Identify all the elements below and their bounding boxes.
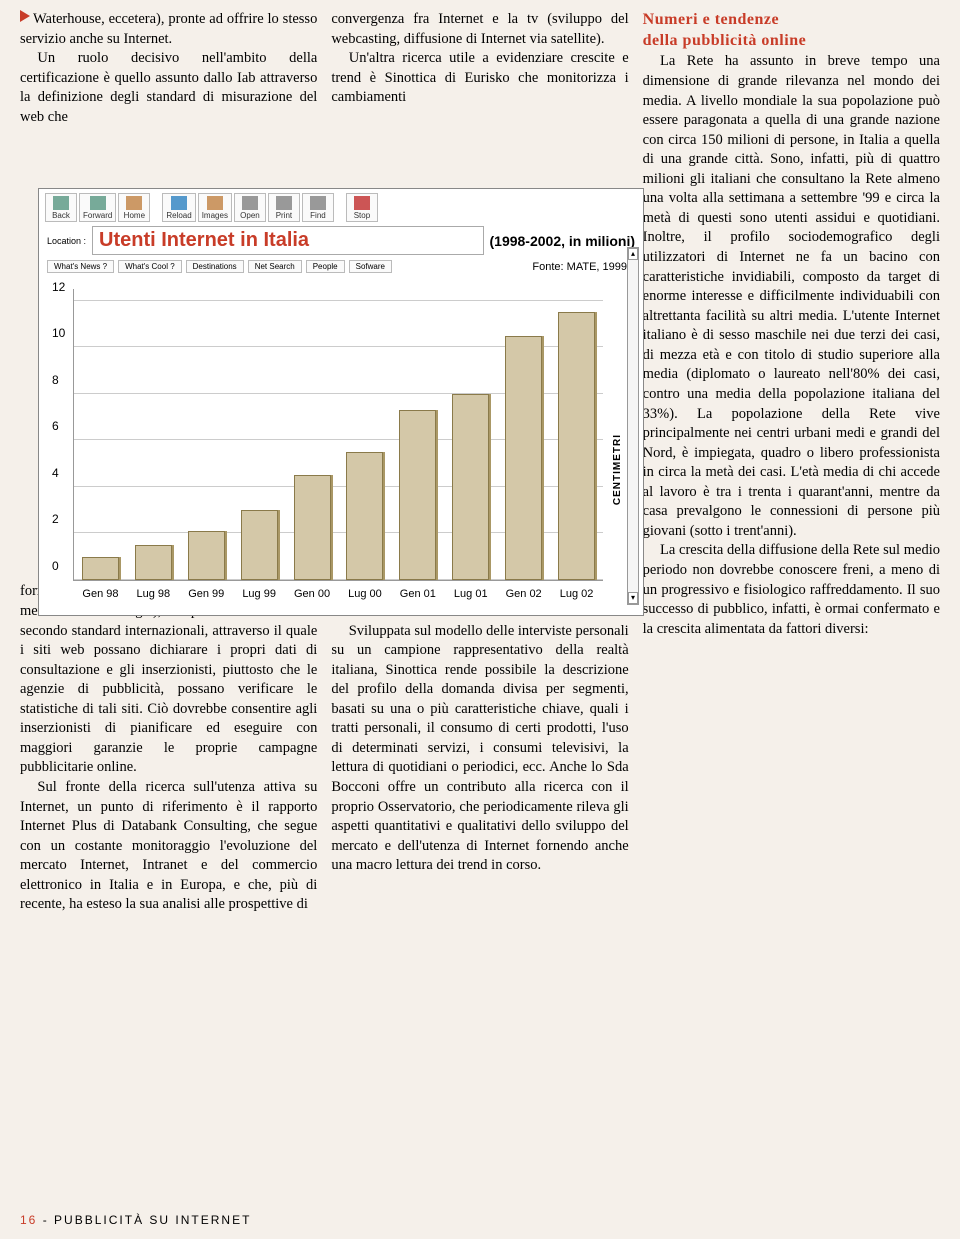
location-label: Location : — [47, 236, 86, 246]
browser-links-row: What's News ? What's Cool ? Destinations Ne… — [39, 257, 643, 275]
browser-link[interactable]: What's Cool ? — [118, 260, 182, 273]
toolbar-label: Back — [52, 211, 70, 220]
chart-source: Fonte: MATE, 1999 — [396, 259, 635, 273]
y-axis-label: 2 — [52, 512, 59, 526]
home-icon — [126, 196, 142, 210]
chart-subtitle: (1998-2002, in milioni) — [490, 233, 636, 249]
footer-title: PUBBLICITÀ SU INTERNET — [54, 1213, 251, 1227]
x-axis-label: Gen 98 — [82, 588, 118, 600]
chart-bar — [452, 394, 489, 580]
forward-icon — [90, 196, 106, 210]
back-icon — [53, 196, 69, 210]
images-button[interactable]: Images — [198, 193, 232, 222]
chart-bar — [82, 557, 119, 580]
gridline — [74, 300, 603, 301]
print-icon — [276, 196, 292, 210]
chart-panel: Back Forward Home Reload Images Open Print Find… — [38, 188, 644, 616]
col1-p1: Waterhouse, eccetera), pronte ad offrire… — [20, 11, 317, 47]
toolbar-label: Stop — [354, 211, 370, 220]
open-icon — [242, 196, 258, 210]
x-axis-label: Gen 01 — [400, 588, 436, 600]
toolbar-label: Open — [240, 211, 260, 220]
browser-link[interactable]: What's News ? — [47, 260, 114, 273]
chart-bar — [135, 545, 172, 580]
page-footer: 16 - PUBBLICITÀ SU INTERNET — [20, 1213, 251, 1227]
x-axis-label: Lug 01 — [454, 588, 488, 600]
col3-p1: La Rete ha assunto in breve tempo una di… — [643, 52, 940, 541]
y-axis-label: 6 — [52, 419, 59, 433]
y-axis-label: 8 — [52, 373, 59, 387]
stop-button[interactable]: Stop — [346, 193, 378, 222]
find-icon — [310, 196, 326, 210]
y-axis-label: 10 — [52, 326, 65, 340]
browser-link[interactable]: Net Search — [248, 260, 302, 273]
x-axis-label: Lug 99 — [242, 588, 276, 600]
toolbar-label: Images — [202, 211, 228, 220]
toolbar-label: Print — [276, 211, 292, 220]
reload-button[interactable]: Reload — [162, 193, 195, 222]
y-axis-label: 4 — [52, 466, 59, 480]
toolbar-label: Forward — [83, 211, 112, 220]
chart-bar — [399, 410, 436, 580]
y-axis-label: 0 — [52, 559, 59, 573]
chart-bar — [346, 452, 383, 580]
x-axis-label: Lug 00 — [348, 588, 382, 600]
home-button[interactable]: Home — [118, 193, 150, 222]
page-number: 16 — [20, 1213, 37, 1227]
browser-toolbar: Back Forward Home Reload Images Open Print Find… — [39, 189, 643, 224]
find-button[interactable]: Find — [302, 193, 334, 222]
x-axis-label: Lug 98 — [137, 588, 171, 600]
x-axis-label: Lug 02 — [560, 588, 594, 600]
stop-icon — [354, 196, 370, 210]
col2-p2: Un'altra ricerca utile a evidenziare cre… — [331, 49, 628, 108]
toolbar-label: Reload — [166, 211, 191, 220]
chart-title: Utenti Internet in Italia — [92, 226, 483, 255]
browser-link[interactable]: People — [306, 260, 345, 273]
browser-link[interactable]: Sofware — [349, 260, 392, 273]
browser-link[interactable]: Destinations — [186, 260, 244, 273]
chart-bar — [294, 475, 331, 580]
col2-p1: convergenza fra Internet e la tv (svilup… — [331, 10, 628, 49]
y-axis-label: 12 — [52, 280, 65, 294]
chart-plot-area: 024681012Gen 98Lug 98Gen 99Lug 99Gen 00L… — [73, 289, 603, 581]
footer-sep: - — [43, 1213, 54, 1227]
col1-p2: Un ruolo decisivo nell'ambito della cert… — [20, 49, 317, 127]
reload-icon — [171, 196, 187, 210]
location-row: Location : Utenti Internet in Italia (19… — [39, 224, 643, 257]
col1-p4: Sul fronte della ricerca sull'utenza att… — [20, 778, 317, 915]
continuation-arrow-icon — [20, 10, 30, 22]
toolbar-label: Find — [310, 211, 326, 220]
chart-bar — [558, 312, 595, 580]
centimetri-label: CENTIMETRI — [612, 434, 623, 505]
chart-bar — [505, 336, 542, 580]
col2-p4: Sviluppata sul modello delle interviste … — [331, 622, 628, 876]
images-icon — [207, 196, 223, 210]
chart-bar — [241, 510, 278, 580]
col-3: Numeri e tendenze della pubblicità onlin… — [643, 10, 940, 1180]
print-button[interactable]: Print — [268, 193, 300, 222]
back-button[interactable]: Back — [45, 193, 77, 222]
scroll-up-icon[interactable]: ▴ — [628, 248, 638, 260]
col3-p2: La crescita della diffusione della Rete … — [643, 541, 940, 639]
chart-bar — [188, 531, 225, 580]
section-heading-2: della pubblicità online — [643, 31, 940, 50]
open-button[interactable]: Open — [234, 193, 266, 222]
x-axis-label: Gen 99 — [188, 588, 224, 600]
scroll-down-icon[interactable]: ▾ — [628, 592, 638, 604]
forward-button[interactable]: Forward — [79, 193, 116, 222]
section-heading-1: Numeri e tendenze — [643, 10, 940, 29]
x-axis-label: Gen 00 — [294, 588, 330, 600]
scrollbar[interactable]: ▴ ▾ — [627, 247, 639, 605]
x-axis-label: Gen 02 — [506, 588, 542, 600]
toolbar-label: Home — [124, 211, 145, 220]
